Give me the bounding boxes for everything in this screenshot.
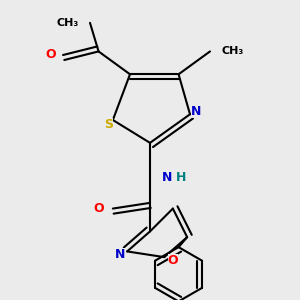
Text: H: H — [176, 171, 186, 184]
Text: O: O — [94, 202, 104, 215]
Text: N: N — [190, 105, 201, 118]
Text: O: O — [45, 48, 56, 61]
Text: CH₃: CH₃ — [56, 18, 79, 28]
Text: CH₃: CH₃ — [221, 46, 244, 56]
Text: O: O — [167, 254, 178, 266]
Text: S: S — [104, 118, 113, 131]
Text: N: N — [115, 248, 125, 261]
Text: N: N — [161, 171, 172, 184]
